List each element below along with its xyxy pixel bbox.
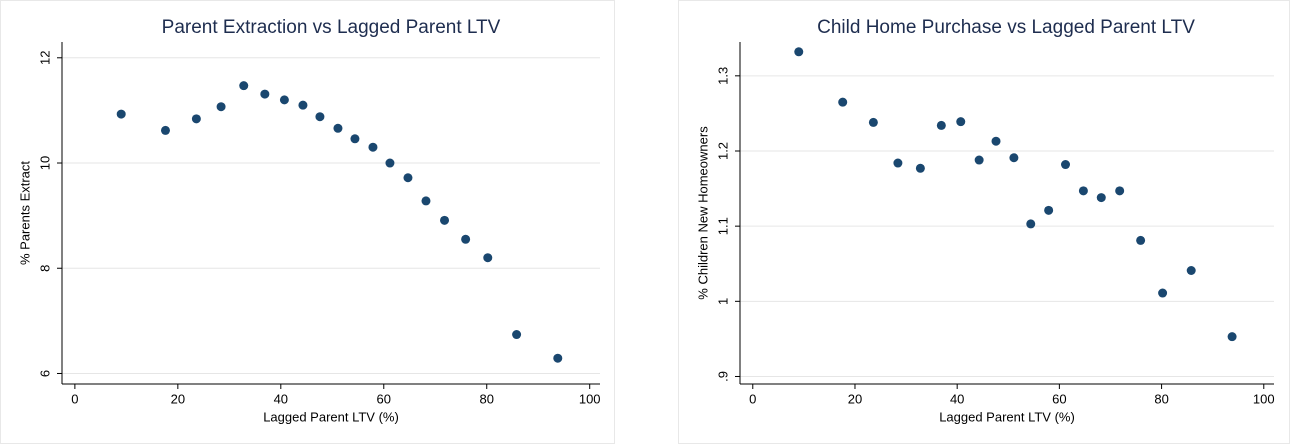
y-tick-label: 1 (715, 298, 730, 305)
point (116, 109, 126, 119)
point (838, 97, 848, 107)
point (440, 215, 450, 225)
x-tick-label: 0 (749, 391, 756, 406)
point (1136, 235, 1146, 245)
x-tick-label: 100 (579, 391, 601, 406)
point (1009, 153, 1019, 163)
x-tick-label: 40 (274, 391, 288, 406)
x-tick-label: 20 (171, 391, 185, 406)
point (385, 158, 395, 168)
point (512, 330, 522, 340)
y-tick-label: 6 (37, 370, 52, 377)
point (216, 102, 226, 112)
point (421, 196, 431, 206)
point (483, 253, 493, 263)
point (553, 353, 563, 363)
panel (678, 0, 1290, 444)
panel (0, 0, 615, 444)
x-axis-title: Lagged Parent LTV (%) (939, 409, 1075, 424)
x-tick-label: 40 (950, 391, 964, 406)
point (1096, 193, 1106, 203)
point (239, 81, 249, 91)
y-tick-label: 1.1 (715, 217, 730, 235)
point (1061, 160, 1071, 170)
point (1026, 219, 1036, 229)
point (160, 125, 170, 135)
point (1227, 332, 1237, 342)
y-tick-label: 8 (37, 265, 52, 272)
y-tick-label: .9 (715, 371, 730, 382)
x-tick-label: 80 (1154, 391, 1168, 406)
point (868, 117, 878, 127)
x-tick-label: 60 (1052, 391, 1066, 406)
y-axis-title: % Children New Homeowners (695, 126, 710, 300)
point (956, 117, 966, 127)
point (461, 234, 471, 244)
x-tick-label: 20 (848, 391, 862, 406)
x-tick-label: 100 (1253, 391, 1275, 406)
point (936, 120, 946, 130)
point (991, 136, 1001, 146)
chart-title: Child Home Purchase vs Lagged Parent LTV (817, 17, 1195, 38)
point (1158, 288, 1168, 298)
y-axis-title: % Parents Extract (17, 161, 32, 265)
point (893, 158, 903, 168)
point (350, 134, 360, 144)
point (794, 47, 804, 57)
point (260, 89, 270, 99)
point (915, 163, 925, 173)
point (403, 173, 413, 183)
point (1115, 186, 1125, 196)
y-tick-label: 10 (37, 156, 52, 170)
point (1078, 186, 1088, 196)
point (974, 155, 984, 165)
x-tick-label: 0 (71, 391, 78, 406)
point (1044, 205, 1054, 215)
x-tick-label: 60 (377, 391, 391, 406)
point (333, 123, 343, 133)
point (279, 95, 289, 105)
point (298, 100, 308, 110)
point (315, 112, 325, 122)
point (368, 142, 378, 152)
x-tick-label: 80 (480, 391, 494, 406)
y-tick-label: 12 (37, 51, 52, 65)
y-tick-label: 1.2 (715, 142, 730, 160)
point (1186, 266, 1196, 276)
point (191, 114, 201, 124)
x-axis-title: Lagged Parent LTV (%) (263, 409, 399, 424)
y-tick-label: 1.3 (715, 67, 730, 85)
chart-title: Parent Extraction vs Lagged Parent LTV (162, 17, 501, 38)
